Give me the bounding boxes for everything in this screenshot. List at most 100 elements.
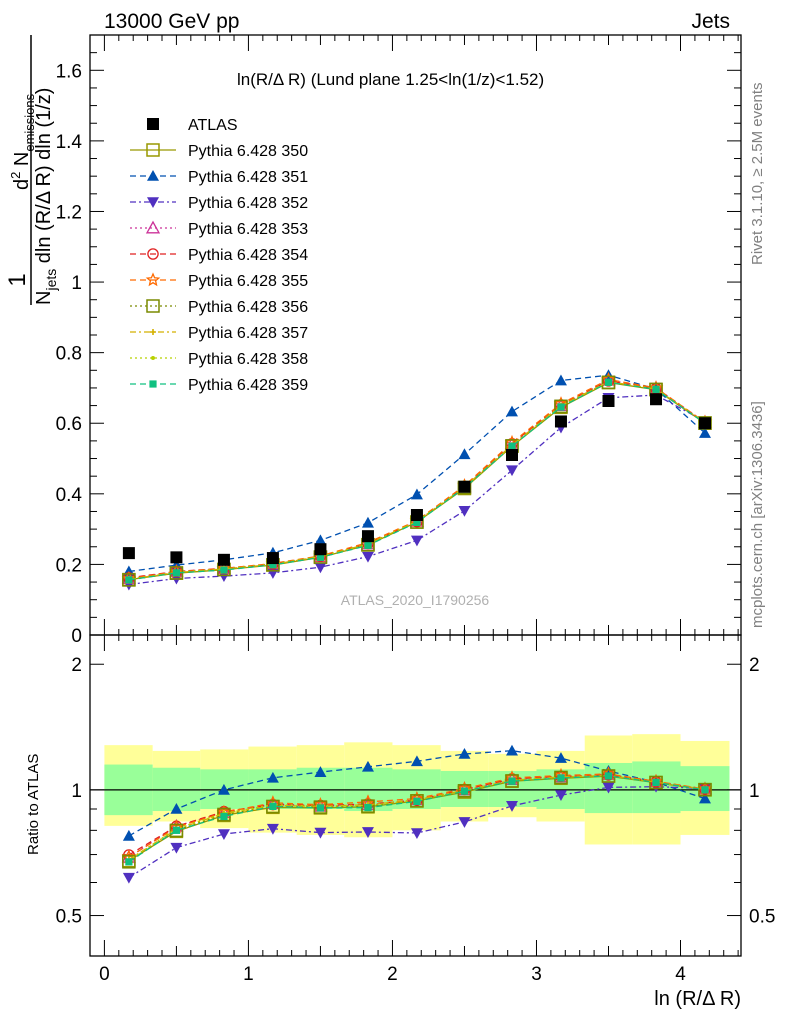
y-tick-label: 0.4 <box>56 485 83 506</box>
x-tick-label: 3 <box>531 964 542 985</box>
header-right: Jets <box>691 10 730 33</box>
series-layer <box>121 369 713 884</box>
legend-label: Pythia 6.428 359 <box>188 377 308 394</box>
legend-label: ATLAS <box>188 117 238 134</box>
atlas-point <box>602 395 615 407</box>
y-tick-label: 1 <box>71 273 82 294</box>
y-tick-label: 0.8 <box>56 344 82 365</box>
data-point <box>557 403 565 411</box>
legend-label: Pythia 6.428 356 <box>188 299 308 316</box>
series-line <box>128 380 706 580</box>
data-point <box>364 541 372 549</box>
atlas-point <box>698 417 711 430</box>
legend-entry: Pythia 6.428 358 <box>130 351 308 368</box>
legend-marker <box>147 170 159 181</box>
ratio-tick-label: 2 <box>749 655 760 676</box>
series-line <box>128 380 706 579</box>
legend-entry: Pythia 6.428 350 <box>130 143 308 160</box>
ratio-point <box>170 842 183 854</box>
ratio-point <box>701 786 709 794</box>
x-tick-label: 2 <box>387 964 398 985</box>
watermark: ATLAS_2020_I1790256 <box>341 592 490 608</box>
legend-label: Pythia 6.428 354 <box>188 247 308 264</box>
ratio-point <box>170 802 183 814</box>
data-point <box>698 427 711 438</box>
ratio-point <box>554 790 567 802</box>
ratio-point <box>410 755 423 767</box>
data-point <box>458 448 471 460</box>
legend-entry: Pythia 6.428 355 <box>130 272 308 290</box>
ylabel-denominator: Njets dln (R/Δ R) dln (1/z) <box>33 88 59 305</box>
data-point <box>554 374 567 386</box>
x-tick-label: 4 <box>675 964 686 985</box>
atlas-point <box>554 415 567 428</box>
ratio-point <box>652 778 660 787</box>
ratio-tick-label: 1 <box>749 781 760 802</box>
legend: ATLAS Pythia 6.428 350 Pythia 6.428 351 Pyt… <box>130 117 308 394</box>
ylabel-numerator: d2 Nemissions <box>8 93 37 190</box>
x-tick-label: 0 <box>99 964 110 985</box>
legend-entry: ATLAS <box>147 117 238 134</box>
data-point <box>122 573 136 587</box>
legend-marker <box>151 356 155 360</box>
atlas-point <box>266 552 279 565</box>
data-point <box>410 535 423 547</box>
ratio-tick-label: 0.5 <box>56 907 82 928</box>
ratio-tick-label: 2 <box>71 655 82 676</box>
legend-label: Pythia 6.428 353 <box>188 221 308 238</box>
ratio-point <box>266 771 279 783</box>
rivet-note: Rivet 3.1.10, ≥ 2.5M events <box>749 83 766 266</box>
atlas-point <box>314 543 327 556</box>
legend-marker <box>147 118 159 130</box>
legend-marker <box>146 143 160 157</box>
ratio-point <box>458 747 471 759</box>
y-tick-label: 1.2 <box>56 202 82 223</box>
ratio-point <box>122 855 136 869</box>
legend-marker <box>150 329 156 335</box>
data-point <box>361 551 374 563</box>
data-point <box>316 553 325 561</box>
data-point <box>125 576 133 584</box>
ratio-point <box>364 803 372 812</box>
legend-marker <box>145 272 161 287</box>
atlas-point <box>361 530 374 543</box>
ylabel-one: 1 <box>4 273 31 286</box>
ratio-point <box>313 800 328 814</box>
ratio-point <box>457 784 472 798</box>
ratio-point <box>172 826 181 834</box>
legend-entry: Pythia 6.428 356 <box>130 299 308 316</box>
data-point <box>172 569 181 577</box>
ratio-point <box>413 797 421 806</box>
series-line <box>128 381 706 581</box>
legend-label: Pythia 6.428 357 <box>188 325 308 342</box>
ratio-point <box>505 744 518 756</box>
series-atlas <box>122 393 711 566</box>
ratio-point <box>217 783 230 795</box>
y-axis-label: 1 Njets dln (R/Δ R) dln (1/z) d2 Nemissi… <box>4 35 59 305</box>
ratio-point <box>410 828 423 840</box>
legend-entry: Pythia 6.428 359 <box>130 377 308 394</box>
ratio-point <box>602 782 615 794</box>
atlas-point <box>458 480 471 493</box>
data-point <box>458 505 471 517</box>
legend-marker <box>149 380 157 388</box>
y-tick-label: 1.6 <box>56 61 82 82</box>
x-axis-label: ln (R/Δ R) <box>654 988 741 1010</box>
ratio-tick-label: 0.5 <box>749 907 775 928</box>
data-point <box>505 465 518 477</box>
atlas-point <box>410 509 423 521</box>
ratio-point <box>361 760 374 772</box>
data-point <box>604 378 613 386</box>
ratio-point <box>604 772 613 780</box>
ratio-point <box>508 777 516 785</box>
atlas-point <box>217 553 230 566</box>
mcplots-note: mcplots.cern.ch [arXiv:1306.3436] <box>749 401 766 628</box>
header-left: 13000 GeV pp <box>104 10 239 33</box>
ratio-tick-label: 1 <box>71 781 82 802</box>
atlas-point <box>505 449 518 461</box>
data-point <box>314 562 327 574</box>
ratio-point <box>125 858 133 866</box>
legend-marker <box>147 248 159 260</box>
legend-label: Pythia 6.428 358 <box>188 351 308 368</box>
